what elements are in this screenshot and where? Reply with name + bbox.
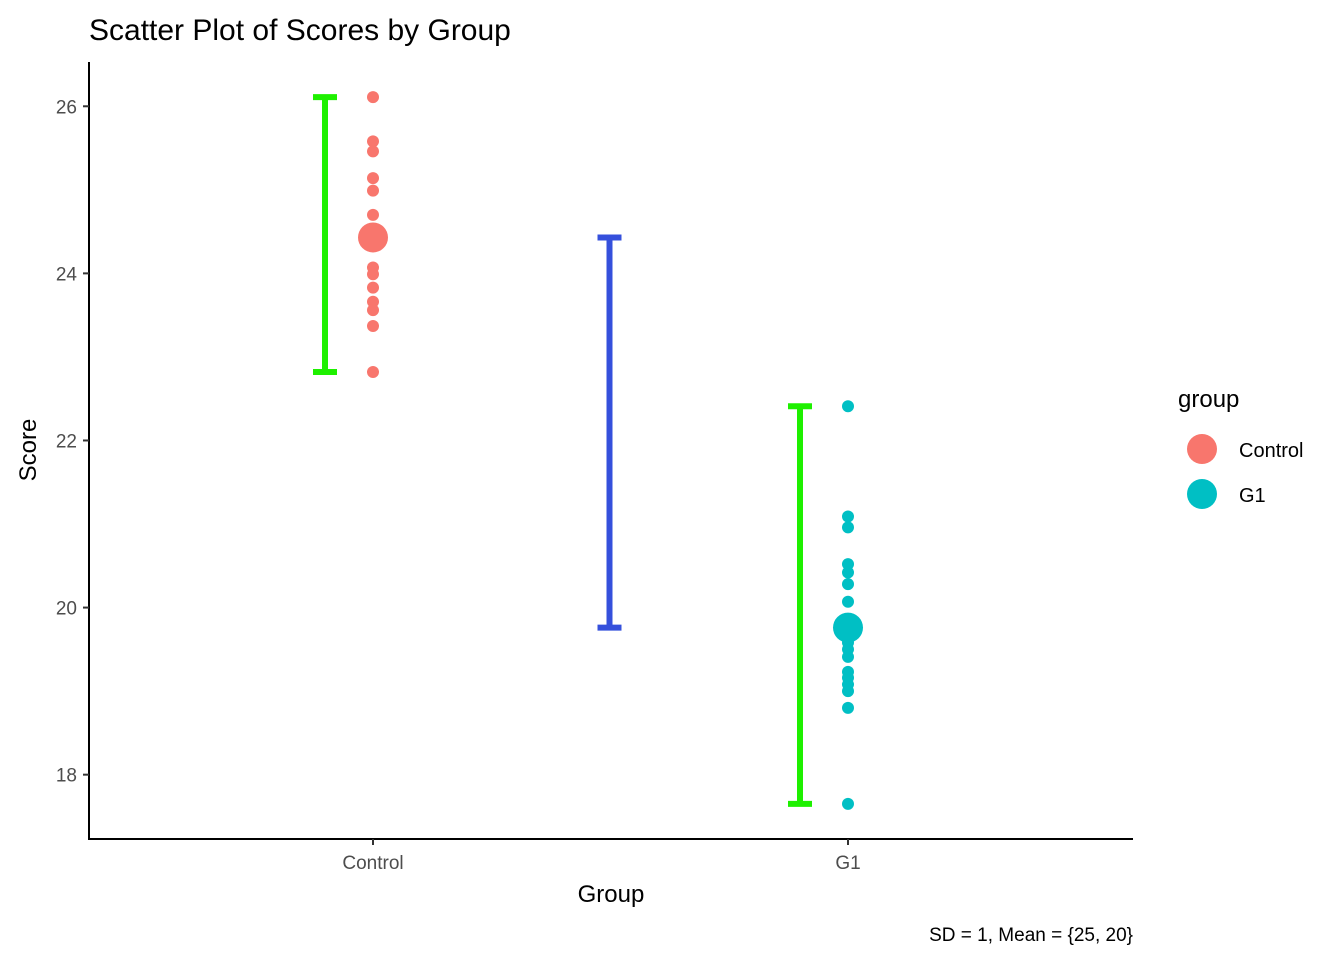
data-point-g1 — [842, 797, 854, 810]
data-point-control — [367, 172, 379, 185]
data-point-g1 — [842, 566, 854, 579]
data-point-control — [367, 304, 379, 317]
data-point-g1 — [842, 595, 854, 608]
legend-key-g1 — [1187, 479, 1217, 509]
data-point-control — [367, 281, 379, 294]
legend-label-g1: G1 — [1239, 485, 1266, 507]
range-bar-control — [313, 94, 337, 375]
data-point-g1 — [842, 578, 854, 591]
data-point-g1 — [842, 650, 854, 663]
legend-title: group — [1178, 386, 1239, 413]
data-point-control — [367, 208, 379, 221]
legend-label-control: Control — [1239, 440, 1303, 462]
data-point-control — [367, 320, 379, 333]
data-point-control — [367, 268, 379, 281]
y-tick-label: 22 — [56, 431, 77, 452]
data-point-g1 — [842, 685, 854, 698]
legend-key-control — [1187, 434, 1217, 464]
data-point-g1 — [842, 521, 854, 534]
data-point-g1 — [842, 558, 854, 571]
mean-point-g1 — [833, 612, 863, 643]
y-tick-label: 18 — [56, 766, 77, 787]
data-point-control — [367, 135, 379, 148]
caption: SD = 1, Mean = {25, 20} — [929, 925, 1133, 946]
chart-title: Scatter Plot of Scores by Group — [89, 14, 511, 47]
data-point-control — [367, 365, 379, 378]
y-tick-label: 20 — [56, 599, 77, 620]
y-tick-label: 24 — [56, 264, 78, 285]
y-tick-label: 26 — [56, 97, 77, 118]
x-tick-label: G1 — [835, 853, 860, 874]
mean-difference-bar — [597, 234, 622, 631]
mean-point-control — [358, 222, 388, 253]
legend: group Control G1 — [1178, 386, 1303, 509]
data-point-g1 — [842, 701, 854, 714]
data-point-control — [367, 184, 379, 197]
data-point-control — [367, 91, 379, 104]
data-point-g1 — [842, 400, 854, 413]
data-point-g1 — [842, 510, 854, 523]
y-axis-label: Score — [15, 419, 42, 482]
data-point-control — [367, 145, 379, 158]
range-bar-g1 — [788, 403, 812, 807]
x-tick-label: Control — [342, 853, 403, 874]
data-point-control — [367, 295, 379, 308]
x-axis-label: Group — [578, 881, 645, 908]
